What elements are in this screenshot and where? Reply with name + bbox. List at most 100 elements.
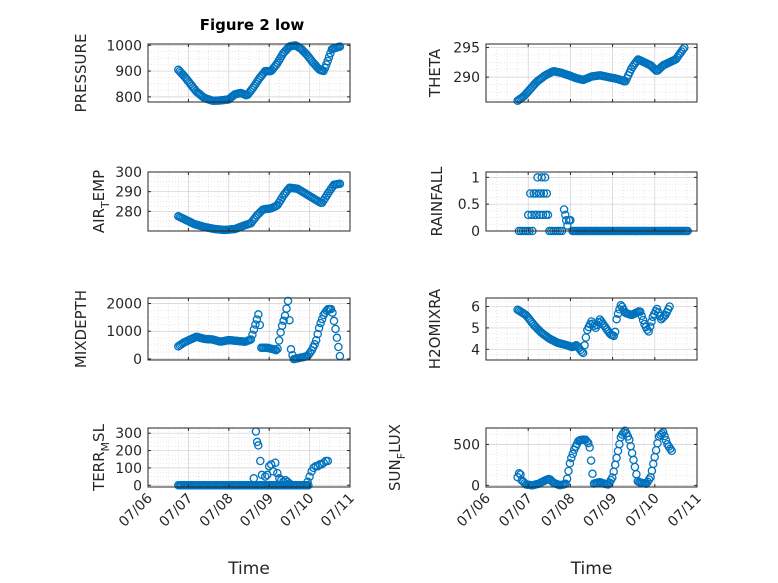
data-point: [520, 309, 529, 319]
data-point: [564, 466, 573, 476]
data-point: [531, 189, 541, 198]
x-tick-label: 07/09: [237, 491, 277, 531]
axes-box: [485, 297, 698, 361]
y-tick-label: 1: [471, 170, 480, 186]
data-point: [667, 446, 676, 456]
data-point: [277, 193, 287, 202]
axes-box: [147, 427, 351, 488]
y-tick-label: 295: [453, 41, 480, 57]
y-tick-label: 1000: [106, 38, 142, 54]
data-point: [260, 472, 270, 481]
y-tick-label: 900: [115, 64, 142, 80]
data-point: [249, 325, 259, 334]
data-point: [519, 92, 528, 101]
data-point: [264, 461, 274, 471]
data-point: [559, 205, 569, 214]
data-point: [536, 189, 546, 198]
data-point: [277, 321, 287, 331]
panel-lower-left: 0 1000 2000 MIXDEPTH: [72, 290, 351, 368]
panel-top-right: 290 295 THETA: [426, 41, 698, 106]
series-markers: [174, 41, 345, 105]
y-tick-label: 300: [115, 426, 142, 442]
data-point: [251, 320, 260, 329]
data-point: [324, 52, 334, 62]
y-tick-label: 300: [115, 165, 142, 181]
series-markers: [174, 427, 333, 490]
data-point: [656, 315, 666, 324]
data-point: [637, 311, 646, 321]
data-point: [657, 429, 667, 438]
y-tick-label: 280: [115, 204, 142, 220]
data-point: [254, 441, 263, 450]
data-point: [273, 344, 282, 353]
plot-area: [486, 172, 697, 231]
y-tick-label: 4: [471, 342, 480, 358]
data-point: [566, 216, 575, 225]
data-point: [644, 327, 653, 336]
y-tick-label: 290: [453, 70, 480, 86]
data-point: [527, 210, 536, 220]
data-point: [331, 324, 340, 334]
data-point: [666, 444, 675, 453]
panel-bottom-right: 07/06 07/07 07/08 07/09 07/10 07/11 0 500 SUNFLU…: [386, 424, 705, 579]
axes-box: [485, 171, 698, 232]
panel-mid-right: 0 0.5 1 RAINFALL: [428, 166, 698, 240]
data-point: [571, 341, 581, 350]
data-point: [313, 329, 322, 339]
data-point: [588, 319, 598, 328]
x-tick-label: 07/10: [278, 491, 318, 531]
data-point: [660, 431, 669, 441]
x-tick-label: 07/09: [581, 491, 621, 531]
data-point: [523, 210, 533, 220]
data-point: [316, 318, 325, 328]
data-point: [537, 173, 546, 182]
y-tick-label: 0: [471, 478, 480, 494]
data-point: [584, 438, 593, 448]
x-tick-label: 07/07: [496, 491, 536, 531]
y-tick-label: 0: [133, 352, 142, 368]
data-point: [538, 210, 548, 220]
data-point: [608, 473, 617, 482]
data-point: [282, 304, 291, 313]
data-point: [323, 56, 332, 66]
y-axis-label: MIXDEPTH: [72, 290, 90, 368]
y-axis-label: THETA: [426, 48, 444, 98]
data-point: [561, 216, 571, 225]
y-tick-label: 800: [115, 90, 142, 106]
data-point: [539, 189, 549, 198]
data-point: [645, 322, 655, 331]
panel-lower-right: 4 5 6 H2OMIXRA: [426, 288, 698, 369]
data-point: [274, 336, 284, 345]
data-point: [283, 296, 293, 306]
y-tick-label: 2000: [106, 297, 142, 313]
data-point: [254, 209, 263, 219]
y-axis-label: TERRMSL: [90, 423, 112, 492]
y-tick-label: 5: [471, 321, 480, 337]
data-point: [678, 45, 688, 54]
x-tick-label: 07/06: [454, 490, 494, 530]
data-point: [319, 458, 328, 467]
data-point: [526, 189, 535, 198]
data-point: [580, 341, 589, 350]
data-point: [578, 348, 588, 358]
data-point: [610, 327, 620, 337]
series-markers: [174, 179, 345, 235]
data-point: [616, 300, 626, 310]
data-point: [540, 173, 550, 182]
axes-box: [485, 43, 698, 103]
y-axis-label: SUNFLUX: [386, 424, 408, 491]
y-tick-label: 6: [471, 300, 480, 316]
data-point: [664, 442, 674, 451]
data-point: [665, 302, 674, 311]
data-point: [309, 463, 318, 473]
series-markers: [513, 43, 689, 106]
data-point: [328, 308, 337, 317]
data-point: [565, 459, 575, 468]
data-point: [659, 312, 669, 321]
data-point: [588, 469, 597, 479]
data-point: [638, 315, 648, 325]
data-point: [279, 316, 288, 326]
x-tick-label: 07/08: [538, 491, 578, 531]
